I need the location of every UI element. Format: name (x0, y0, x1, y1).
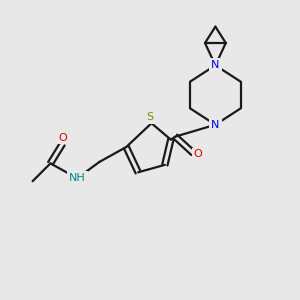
Text: O: O (58, 133, 67, 143)
Text: N: N (211, 60, 220, 70)
Text: N: N (211, 120, 220, 130)
Text: NH: NH (69, 173, 86, 183)
Text: S: S (146, 112, 154, 122)
Text: O: O (193, 149, 202, 160)
